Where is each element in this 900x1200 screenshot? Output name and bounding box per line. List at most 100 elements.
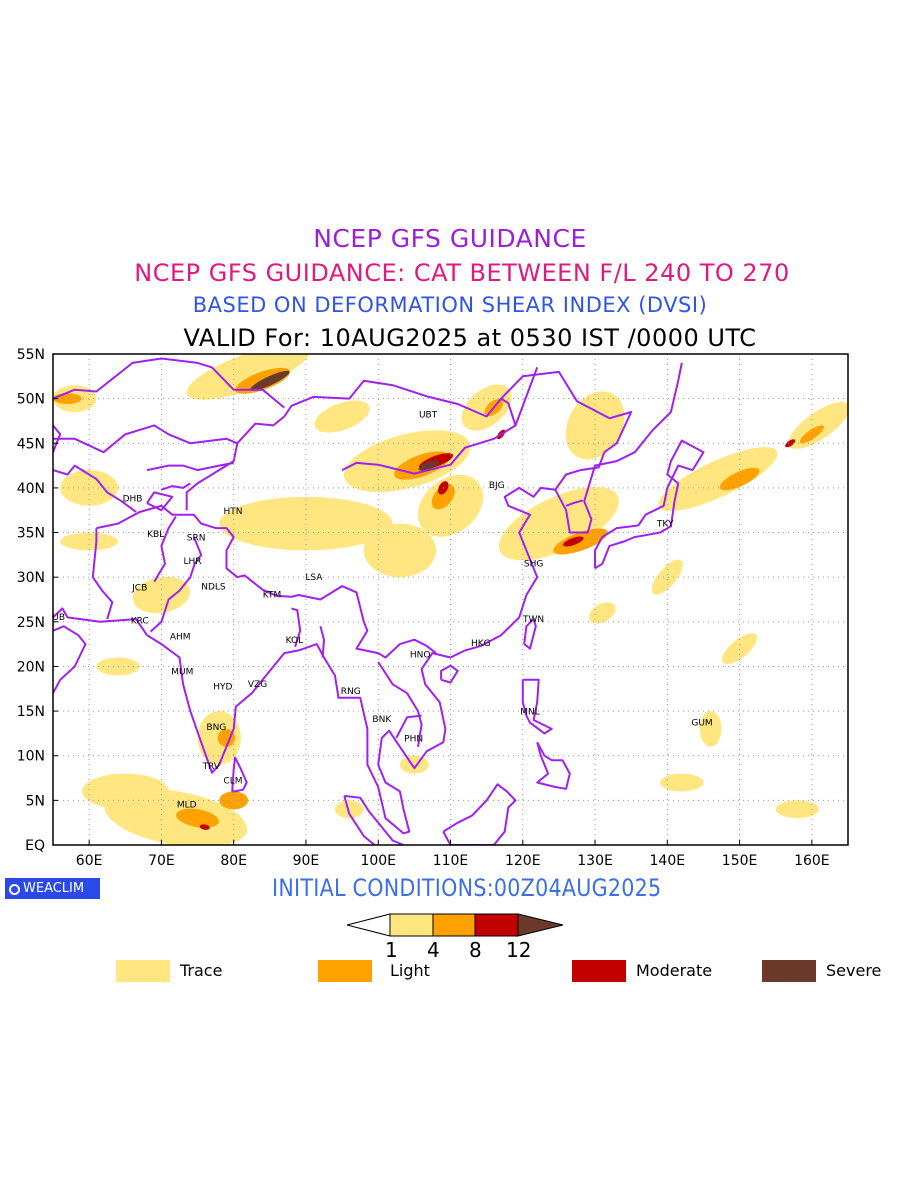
station-label: PHN xyxy=(404,734,423,744)
lat-tick-label: 35N xyxy=(17,526,45,542)
colorbar-tick-8: 8 xyxy=(469,938,482,962)
initial-conditions: INITIAL CONDITIONS:00Z04AUG2025 xyxy=(272,874,662,902)
lon-tick-label: 110E xyxy=(433,853,469,865)
cat-trace-area xyxy=(186,354,310,400)
cat-trace-area xyxy=(60,470,119,506)
border-line xyxy=(291,607,302,648)
colorbar-light xyxy=(432,913,476,937)
border-line xyxy=(146,491,174,512)
cat-severe-area xyxy=(250,370,290,391)
border-line xyxy=(319,626,325,658)
lon-tick-label: 60E xyxy=(76,853,103,865)
border-line xyxy=(91,528,114,620)
cat-trace-area xyxy=(775,800,820,819)
station-label: CLM xyxy=(223,776,242,786)
lat-tick-label: EQ xyxy=(25,838,45,854)
cat-trace-area xyxy=(588,602,616,624)
station-label: LHR xyxy=(183,557,201,567)
cat-moderate-area xyxy=(785,439,796,448)
border-line xyxy=(153,515,177,583)
border-line xyxy=(440,664,459,684)
legend-label-light: Light xyxy=(390,961,430,980)
lat-tick-label: 20N xyxy=(17,659,45,675)
border-line xyxy=(395,714,422,739)
border-line xyxy=(53,424,62,453)
legend-swatch-trace xyxy=(116,960,170,982)
border-line xyxy=(523,618,537,650)
border-line xyxy=(343,795,376,845)
lon-tick-label: 130E xyxy=(577,853,613,865)
station-label: HKG xyxy=(471,639,491,649)
cat-trace-area xyxy=(81,773,169,810)
colorbar xyxy=(346,913,564,937)
station-label: TWN xyxy=(522,615,544,625)
border-line xyxy=(344,794,404,845)
lat-tick-label: 55N xyxy=(17,347,45,363)
station-label: GUM xyxy=(691,718,712,728)
station-label: DUB xyxy=(45,613,65,623)
cat-trace-area xyxy=(498,486,619,561)
cat-moderate-area xyxy=(199,824,210,830)
border-line xyxy=(521,678,553,735)
lat-tick-label: 5N xyxy=(26,793,45,809)
turbulence-map: UBT BJG DHB HTN KBL SRN TKY LHR SHG LSA JCB NDLS KTM… xyxy=(17,347,849,865)
border-line xyxy=(565,499,584,507)
station-label: KBL xyxy=(147,530,164,540)
axis-labels: 55N 50N 45N 40N 35N 30N 25N 20N 15N 10N 5N EQ 60E 70E… xyxy=(17,347,830,865)
border-line xyxy=(53,607,148,636)
station-label: KOL xyxy=(286,636,304,646)
cat-field-layer xyxy=(53,354,848,845)
station-label: DHB xyxy=(123,494,143,504)
cat-light-area xyxy=(719,467,760,491)
cat-trace-area xyxy=(660,773,704,792)
weaclim-logo: WEACLIM xyxy=(5,878,100,899)
border-line xyxy=(514,367,539,426)
station-label: HNO xyxy=(410,651,431,661)
cat-trace-area xyxy=(399,755,429,774)
station-label: BNG xyxy=(206,723,226,733)
station-labels: UBT BJG DHB HTN KBL SRN TKY LHR SHG LSA JCB NDLS KTM… xyxy=(45,410,713,810)
border-line xyxy=(554,469,581,491)
title-main: NCEP GFS GUIDANCE xyxy=(313,224,587,253)
cat-trace-area xyxy=(363,523,437,578)
colorbar-tick-1: 1 xyxy=(385,938,398,962)
coastline-borders xyxy=(53,357,705,845)
legend-label-severe: Severe xyxy=(826,961,882,980)
lon-tick-label: 90E xyxy=(293,853,320,865)
border-line xyxy=(96,504,437,659)
colorbar-tick-12: 12 xyxy=(506,938,532,962)
cat-trace-area xyxy=(658,447,778,511)
lat-tick-label: 50N xyxy=(17,392,45,408)
station-label: KRC xyxy=(131,617,149,627)
cat-trace-area xyxy=(722,633,758,665)
station-label: NDLS xyxy=(201,583,226,593)
title-valid-time: VALID For: 10AUG2025 at 0530 IST /0000 U… xyxy=(183,324,757,352)
cat-trace-area xyxy=(699,711,722,747)
lon-tick-label: 80E xyxy=(220,853,247,865)
station-label: HTN xyxy=(223,507,242,517)
border-line xyxy=(442,783,517,845)
lon-tick-label: 100E xyxy=(360,853,396,865)
station-label: HYD xyxy=(213,683,232,693)
border-line xyxy=(231,756,248,793)
lat-tick-label: 30N xyxy=(17,570,45,586)
lat-tick-label: 10N xyxy=(17,749,45,765)
border-line xyxy=(185,379,517,511)
logo-text: WEACLIM xyxy=(23,881,85,896)
cat-light-area xyxy=(431,484,455,510)
colorbar-trace xyxy=(389,913,434,937)
title-method: BASED ON DEFORMATION SHEAR INDEX (DVSI) xyxy=(192,293,708,317)
title-product: NCEP GFS GUIDANCE: CAT BETWEEN F/L 240 T… xyxy=(134,259,790,287)
lat-tick-label: 15N xyxy=(17,704,45,720)
border-line xyxy=(146,362,683,835)
station-label: LSA xyxy=(305,573,323,583)
graticule xyxy=(53,354,848,845)
colorbar-low-arrow xyxy=(346,913,391,937)
border-line xyxy=(53,625,87,694)
logo-ring-icon xyxy=(9,884,20,895)
legend-swatch-severe xyxy=(762,960,816,982)
cat-trace-area xyxy=(60,532,119,551)
station-label: VZG xyxy=(248,680,267,690)
cat-light-area xyxy=(176,808,219,828)
border-line xyxy=(161,482,191,491)
